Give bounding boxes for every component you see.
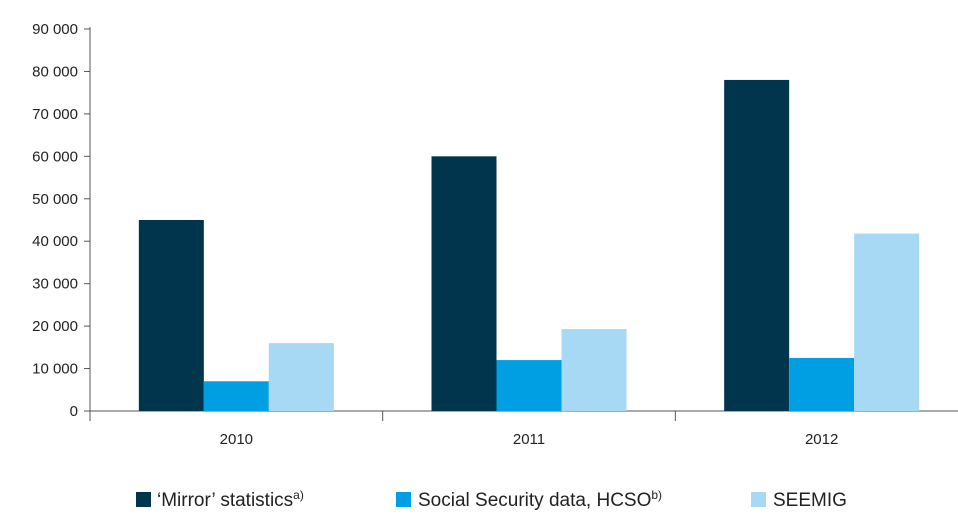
legend-item-mirror-statistics: ‘Mirror’ statisticsa) bbox=[136, 488, 304, 511]
legend-label-social-security-data: Social Security data, HCSO bbox=[418, 490, 651, 511]
legend-superscript-social-security-data: b) bbox=[651, 488, 662, 502]
y-tick-label: 40 000 bbox=[32, 233, 78, 250]
y-tick-label: 80 000 bbox=[32, 63, 78, 80]
y-tick-label: 90 000 bbox=[32, 21, 78, 38]
bar-social-security-data-hcso-2012 bbox=[789, 357, 855, 411]
svg-text:SEEMIG: SEEMIG bbox=[773, 490, 847, 511]
bar-mirror-statistics-2010 bbox=[138, 220, 204, 411]
y-tick-label: 50 000 bbox=[32, 191, 78, 208]
y-tick-label: 70 000 bbox=[32, 106, 78, 123]
y-axis: 0 10 000 20 000 30 000 40 000 50 000 60 000 70 … bbox=[32, 21, 91, 420]
legend-label-seemig: SEEMIG bbox=[773, 490, 847, 511]
legend-swatch-seemig bbox=[751, 492, 766, 507]
legend-swatch-social-security-data bbox=[396, 492, 411, 507]
x-tick-label-2010: 2010 bbox=[220, 431, 253, 448]
y-tick-label: 10 000 bbox=[32, 361, 78, 378]
legend-swatch-mirror-statistics bbox=[136, 492, 151, 507]
x-tick-label-2012: 2012 bbox=[805, 431, 838, 448]
legend-item-social-security-data: Social Security data, HCSOb) bbox=[396, 488, 662, 511]
bar-mirror-statistics-2012 bbox=[724, 79, 790, 411]
y-tick-label: 20 000 bbox=[32, 318, 78, 335]
bar-mirror-statistics-2011 bbox=[431, 156, 497, 411]
bars-group bbox=[138, 79, 920, 411]
legend-superscript-mirror-statistics: a) bbox=[293, 488, 304, 502]
bar-seemig-2010 bbox=[268, 343, 334, 411]
legend: ‘Mirror’ statisticsa) Social Security da… bbox=[136, 488, 847, 511]
bar-seemig-2011 bbox=[561, 329, 627, 411]
bar-seemig-2012 bbox=[854, 233, 920, 411]
legend-label-mirror-statistics: ‘Mirror’ statistics bbox=[157, 490, 293, 511]
svg-text:Social Security data, HCSOb): Social Security data, HCSOb) bbox=[418, 488, 662, 511]
bar-social-security-data-hcso-2010 bbox=[203, 381, 269, 411]
bar-social-security-data-hcso-2011 bbox=[496, 360, 562, 411]
svg-text:‘Mirror’ statisticsa): ‘Mirror’ statisticsa) bbox=[157, 488, 304, 511]
x-axis: 2010 2011 2012 bbox=[89, 410, 958, 448]
y-tick-label: 30 000 bbox=[32, 276, 78, 293]
y-tick-label: 0 bbox=[70, 403, 78, 420]
y-tick-label: 60 000 bbox=[32, 148, 78, 165]
legend-item-seemig: SEEMIG bbox=[751, 490, 847, 511]
x-tick-label-2011: 2011 bbox=[513, 431, 545, 448]
